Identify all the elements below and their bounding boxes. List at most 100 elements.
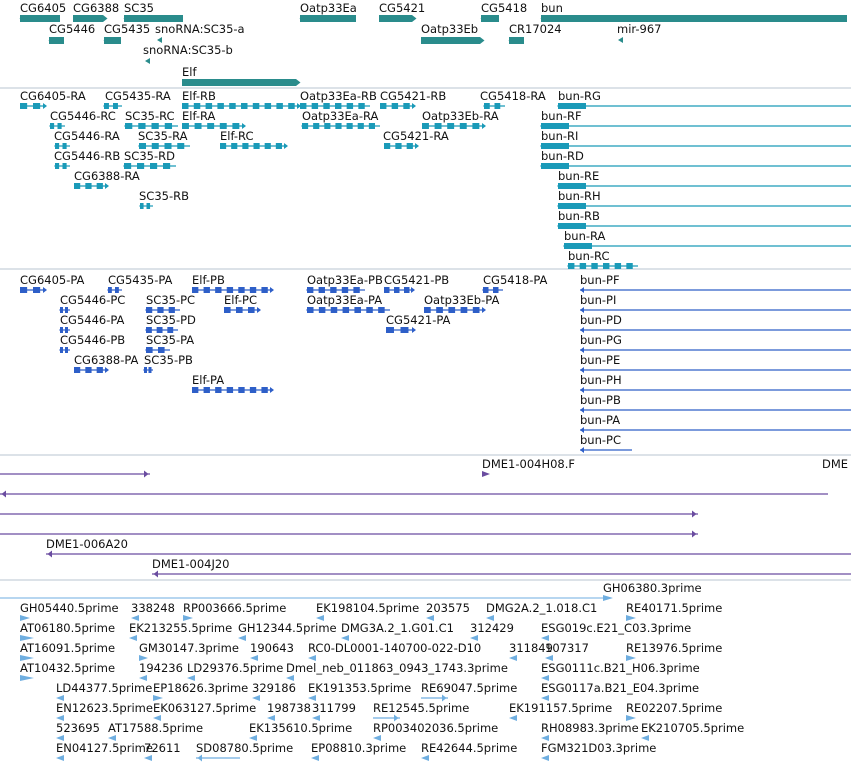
feature-gene-snorna-sc35-a[interactable]: snoRNA:SC35-a <box>155 22 245 43</box>
feature-tx-bun-rf[interactable]: bun-RF <box>540 109 851 129</box>
feature-tx-bun-ra[interactable]: bun-RA <box>563 229 851 249</box>
feature-est-en12623[interactable]: EN12623.5prime <box>56 701 153 721</box>
feature-pp-bun-pa[interactable]: bun-PA <box>580 413 851 433</box>
feature-gene-cg5435[interactable]: CG5435 <box>103 22 151 44</box>
feature-pp-oatp33ea-pb[interactable]: Oatp33Ea-PB <box>306 273 383 293</box>
feature-est-at16091[interactable]: AT16091.5prime <box>20 641 115 661</box>
feature-pp-bun-pf[interactable]: bun-PF <box>580 273 851 293</box>
clone-alignment-line[interactable] <box>0 490 828 498</box>
feature-est-338248[interactable]: 338248 <box>131 601 175 621</box>
feature-gene-elf[interactable]: Elf <box>182 65 301 86</box>
feature-est-dmg3a[interactable]: DMG3A.2_1.G01.C1 <box>341 621 454 641</box>
feature-est-194236[interactable]: 194236 <box>139 661 183 681</box>
feature-est-re69047[interactable]: RE69047.5prime <box>421 681 517 702</box>
feature-pp-bun-ph[interactable]: bun-PH <box>580 373 851 393</box>
feature-gene-cg6388[interactable]: CG6388 <box>73 1 119 22</box>
feature-gene-cr17024[interactable]: CR17024 <box>508 22 562 44</box>
feature-est-311799[interactable]: 311799 <box>312 701 356 721</box>
feature-est-ek198104[interactable]: EK198104.5prime <box>316 601 419 621</box>
feature-est-rh08983[interactable]: RH08983.3prime <box>541 721 639 741</box>
feature-tx-bun-rd[interactable]: bun-RD <box>540 149 851 169</box>
feature-est-esg0111c[interactable]: ESG0111c.B21_H06.3prime <box>541 661 700 681</box>
feature-cl-dme-cut[interactable]: DME <box>822 457 848 471</box>
feature-pp-bun-pi[interactable]: bun-PI <box>580 293 851 313</box>
feature-est-fgm321d03[interactable]: FGM321D03.3prime <box>541 741 656 761</box>
feature-est-esg019c[interactable]: ESG019c.E21_C03.3prime <box>541 621 691 641</box>
feature-pp-elf-pb[interactable]: Elf-PB <box>192 273 274 293</box>
feature-est-107317[interactable]: 107317 <box>545 641 589 661</box>
feature-tx-cg6388-ra[interactable]: CG6388-RA <box>74 169 140 189</box>
feature-est-gm30147[interactable]: GM30147.3prime <box>139 641 239 661</box>
feature-tx-sc35-rc[interactable]: SC35-RC <box>124 109 178 129</box>
feature-tx-bun-re[interactable]: bun-RE <box>557 169 851 189</box>
feature-tx-cg5421-ra[interactable]: CG5421-RA <box>383 129 449 149</box>
feature-cl-dme1-004h08f[interactable]: DME1-004H08.F <box>482 457 575 477</box>
feature-pp-sc35-pa[interactable]: SC35-PA <box>145 333 194 353</box>
feature-gene-snorna-sc35-b[interactable]: snoRNA:SC35-b <box>143 43 233 64</box>
feature-tx-elf-rc[interactable]: Elf-RC <box>220 129 288 149</box>
feature-est-523695[interactable]: 523695 <box>56 721 100 741</box>
feature-est-at06180[interactable]: AT06180.5prime <box>20 621 115 641</box>
feature-est-311849[interactable]: 311849 <box>509 641 553 661</box>
feature-est-re42644[interactable]: RE42644.5prime <box>421 741 517 761</box>
feature-est-ld29376[interactable]: LD29376.5prime <box>187 661 283 681</box>
feature-tx-bun-rc[interactable]: bun-RC <box>567 249 638 269</box>
feature-est-gh12344[interactable]: GH12344.5prime <box>238 621 337 641</box>
clone-alignment-line[interactable] <box>0 530 698 538</box>
feature-pp-cg6388-pa[interactable]: CG6388-PA <box>74 353 139 373</box>
feature-est-ek213255[interactable]: EK213255.5prime <box>129 621 232 641</box>
feature-tx-sc35-rb[interactable]: SC35-RB <box>139 189 189 209</box>
feature-pp-cg5435-pa[interactable]: CG5435-PA <box>107 273 173 293</box>
feature-pp-cg5421-pa[interactable]: CG5421-PA <box>386 313 451 333</box>
feature-tx-cg6405-ra[interactable]: CG6405-RA <box>20 89 86 109</box>
feature-est-203575[interactable]: 203575 <box>426 601 470 621</box>
feature-est-329186[interactable]: 329186 <box>252 681 296 701</box>
feature-tx-cg5446-rb[interactable]: CG5446-RB <box>54 149 120 169</box>
feature-gene-oatp33eb[interactable]: Oatp33Eb <box>421 22 485 44</box>
feature-tx-elf-ra[interactable]: Elf-RA <box>182 109 246 129</box>
feature-est-re13976[interactable]: RE13976.5prime <box>626 641 722 661</box>
clone-alignment-line[interactable] <box>0 470 150 478</box>
feature-gene-cg5418[interactable]: CG5418 <box>480 1 528 22</box>
feature-pp-cg5446-pc[interactable]: CG5446-PC <box>59 293 125 313</box>
feature-gene-oatp33ea[interactable]: Oatp33Ea <box>299 1 357 22</box>
feature-est-312429[interactable]: 312429 <box>470 621 514 641</box>
feature-pp-oatp33ea-pa[interactable]: Oatp33Ea-PA <box>306 293 390 313</box>
feature-gene-cg5421[interactable]: CG5421 <box>379 1 425 22</box>
feature-est-re40171[interactable]: RE40171.5prime <box>626 601 722 621</box>
feature-pp-bun-pe[interactable]: bun-PE <box>580 353 851 373</box>
feature-tx-cg5446-rc[interactable]: CG5446-RC <box>49 109 116 129</box>
feature-tx-cg5446-ra[interactable]: CG5446-RA <box>54 129 120 149</box>
feature-pp-bun-pb[interactable]: bun-PB <box>580 393 851 413</box>
feature-tx-cg5421-rb[interactable]: CG5421-RB <box>380 89 446 109</box>
feature-gene-sc35[interactable]: SC35 <box>123 1 184 22</box>
feature-est-ek063127[interactable]: EK063127.5prime <box>153 701 256 721</box>
feature-est-re02207[interactable]: RE02207.5prime <box>626 701 722 721</box>
feature-tx-bun-rh[interactable]: bun-RH <box>557 189 851 209</box>
feature-est-dmel-neb[interactable]: Dmel_neb_011863_0943_1743.3prime <box>286 661 508 681</box>
feature-est-ek210705[interactable]: EK210705.5prime <box>641 721 744 741</box>
feature-est-190643[interactable]: 190643 <box>250 641 294 661</box>
feature-tx-elf-rb[interactable]: Elf-RB <box>182 89 301 109</box>
feature-est-re12545[interactable]: RE12545.5prime <box>373 701 469 722</box>
feature-gene-cg5446[interactable]: CG5446 <box>48 22 96 44</box>
feature-pp-cg6405-pa[interactable]: CG6405-PA <box>20 273 85 293</box>
clone-alignment-line[interactable] <box>0 510 698 518</box>
feature-tx-sc35-ra[interactable]: SC35-RA <box>138 129 190 149</box>
feature-est-ek191353[interactable]: EK191353.5prime <box>308 681 411 701</box>
feature-pp-cg5446-pb[interactable]: CG5446-PB <box>59 333 125 353</box>
feature-tx-oatp33ea-ra[interactable]: Oatp33Ea-RA <box>301 109 380 129</box>
feature-pp-cg5446-pa[interactable]: CG5446-PA <box>59 313 125 333</box>
feature-est-ep08810[interactable]: EP08810.3prime <box>311 741 406 761</box>
feature-est-ek191157[interactable]: EK191157.5prime <box>509 701 612 721</box>
feature-pp-oatp33eb-pa[interactable]: Oatp33Eb-PA <box>424 293 499 313</box>
feature-pp-cg5421-pb[interactable]: CG5421-PB <box>384 273 449 293</box>
feature-est-sd08780[interactable]: SD08780.5prime <box>196 741 293 762</box>
feature-cl-dme1-004j20[interactable]: DME1-004J20 <box>152 557 851 578</box>
feature-est-rc0[interactable]: RC0-DL0001-140700-022-D10 <box>308 641 481 661</box>
feature-pp-elf-pc[interactable]: Elf-PC <box>224 293 261 313</box>
feature-pp-cg5418-pa[interactable]: CG5418-PA <box>482 273 548 293</box>
feature-gene-mir967[interactable]: mir-967 <box>617 22 662 43</box>
feature-pp-bun-pd[interactable]: bun-PD <box>580 313 851 333</box>
feature-pp-bun-pc[interactable]: bun-PC <box>580 433 632 453</box>
